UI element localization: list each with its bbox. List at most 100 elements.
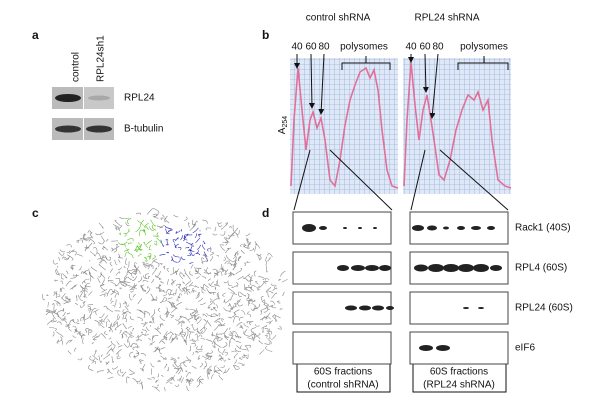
ribosome-strand [213, 324, 220, 331]
ribosome-strand [149, 343, 153, 346]
ribosome-strand [130, 342, 136, 347]
ribosome-strand [244, 345, 249, 352]
y-axis-label-text: A [277, 127, 288, 134]
ribosome-strand [77, 357, 83, 361]
ribosome-strand [247, 244, 250, 250]
ribosome-strand [93, 247, 98, 254]
ribosome-strand [183, 268, 187, 276]
ribosome-strand [191, 290, 197, 293]
ribosome-strand [55, 291, 58, 298]
ribosome-strand [252, 299, 256, 303]
ribosome-strand [261, 325, 268, 329]
ribosome-strand [89, 315, 91, 320]
ribosome-strand [224, 260, 231, 265]
ribosome-strand [249, 247, 255, 252]
ribosome-strand [176, 378, 181, 381]
ribosome-strand [218, 222, 222, 224]
ribosome-strand [255, 324, 260, 327]
ribosome-strand [257, 285, 261, 291]
ribosome-strand [227, 287, 236, 294]
ribosome-strand [170, 359, 176, 363]
ribosome-strand [71, 250, 77, 256]
ribosome-strand [152, 317, 155, 321]
ribosome-strand [139, 309, 146, 315]
ribosome-strand [147, 208, 153, 215]
ribosome-strand [89, 355, 95, 361]
ribosome-strand [268, 304, 274, 308]
y-axis-label-sub: 254 [282, 116, 289, 128]
ribosome-strand [185, 285, 190, 290]
ribosome-strand [137, 316, 143, 322]
ribosome-strand [180, 235, 183, 240]
ribosome-strand [185, 241, 192, 245]
ribosome-strand [215, 321, 222, 326]
peak-label: 80 [318, 42, 330, 53]
ribosome-strand [124, 252, 128, 257]
ribosome-strand [174, 270, 177, 276]
ribosome-strand [221, 318, 225, 322]
ribosome-strand [121, 333, 124, 339]
ribosome-strand [185, 370, 188, 373]
ribosome-strand [69, 339, 73, 343]
ribosome-strand [228, 327, 231, 330]
ribosome-strand [251, 331, 255, 334]
ribosome-strand [265, 316, 268, 320]
ribosome-strand [128, 368, 135, 373]
ribosome-strand [167, 292, 174, 295]
ribosome-strand [185, 307, 189, 310]
ribosome-strand [207, 368, 212, 372]
ribosome-strand [185, 234, 189, 237]
ribosome-strand [231, 350, 237, 353]
ribosome-strand [53, 309, 57, 314]
ribosome-strand [78, 332, 83, 337]
ribosome-strand [127, 242, 133, 245]
peak-label: 40 [291, 42, 303, 53]
ribosome-strand [100, 333, 107, 339]
ribosome-strand [61, 287, 65, 292]
ribosome-strand [98, 240, 105, 245]
panel-label: c [32, 206, 39, 220]
ribosome-strand [137, 220, 144, 226]
ribosome-strand [131, 270, 135, 277]
ribosome-strand [196, 330, 200, 334]
ribosome-strand [141, 331, 143, 334]
ribosome-strand [195, 253, 201, 256]
ribosome-strand [234, 334, 238, 338]
ribosome-strand [212, 233, 218, 236]
ribosome-strand [212, 268, 218, 274]
ribosome-strand [88, 268, 91, 273]
blot [292, 331, 392, 365]
ribosome-strand [211, 333, 219, 338]
ribosome-strand [240, 250, 245, 254]
ribosome-strand [229, 330, 234, 337]
ribosome-strand [160, 217, 164, 221]
ribosome-strand [216, 337, 220, 340]
ribosome-strand [129, 253, 134, 259]
ribosome-strand [52, 314, 56, 320]
ribosome-strand [246, 238, 251, 245]
ribosome-strand [231, 285, 238, 288]
ribosome-strand [177, 247, 182, 251]
ribosome-strand [259, 349, 265, 355]
ribosome-strand [198, 297, 204, 303]
ribosome-strand [147, 378, 152, 380]
ribosome-strand [214, 340, 216, 348]
ribosome-strand [158, 285, 162, 289]
ribosome-strand [116, 321, 119, 328]
ribosome-strand [117, 224, 123, 230]
group-label: (control shRNA) [307, 380, 378, 391]
arrow [308, 53, 315, 109]
ribosome-strand [196, 292, 200, 297]
ribosome-strand [111, 345, 116, 352]
ribosome-strand [214, 286, 216, 290]
ribosome-strand [154, 386, 160, 392]
ribosome-strand [119, 302, 121, 309]
ribosome-strand [170, 303, 177, 309]
ribosome-strand [243, 330, 250, 337]
ribosome-strand [213, 317, 221, 323]
ribosome-strand [77, 318, 79, 322]
ribosome-strand [62, 311, 66, 317]
ribosome-strand [255, 281, 259, 285]
ribosome-strand [189, 224, 196, 232]
ribosome-strand [177, 357, 180, 359]
